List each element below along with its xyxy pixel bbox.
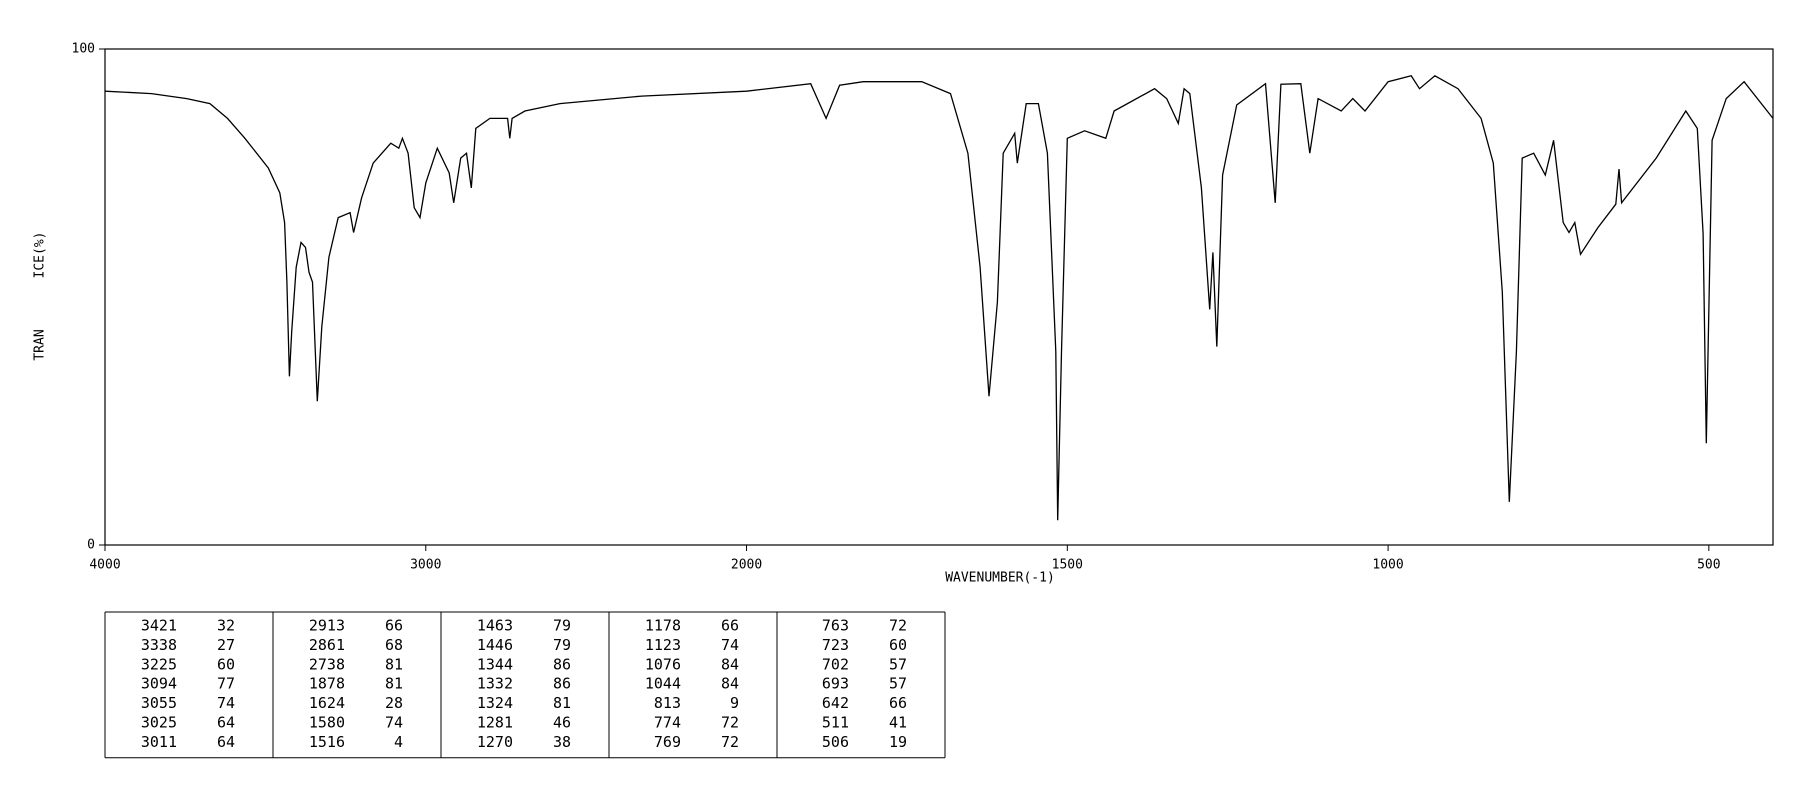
peak-wavenumber: 702 bbox=[822, 655, 849, 673]
x-tick-label: 4000 bbox=[89, 558, 120, 573]
peak-transmittance: 4 bbox=[394, 733, 403, 751]
x-tick-label: 1500 bbox=[1052, 558, 1083, 573]
peak-wavenumber: 1446 bbox=[477, 636, 513, 654]
peak-wavenumber: 1076 bbox=[645, 655, 681, 673]
peak-wavenumber: 3011 bbox=[141, 733, 177, 751]
x-tick-label: 3000 bbox=[410, 558, 441, 573]
peak-transmittance: 72 bbox=[721, 733, 739, 751]
peak-transmittance: 66 bbox=[385, 617, 403, 635]
peak-transmittance: 74 bbox=[385, 714, 403, 732]
peak-wavenumber: 693 bbox=[822, 675, 849, 693]
peak-transmittance: 41 bbox=[889, 714, 907, 732]
peak-transmittance: 32 bbox=[217, 617, 235, 635]
peak-wavenumber: 774 bbox=[654, 714, 681, 732]
peak-transmittance: 86 bbox=[553, 675, 571, 693]
peak-wavenumber: 642 bbox=[822, 694, 849, 712]
peak-wavenumber: 1332 bbox=[477, 675, 513, 693]
peak-wavenumber: 1270 bbox=[477, 733, 513, 751]
peak-wavenumber: 2738 bbox=[309, 655, 345, 673]
y-tick-label: 0 bbox=[87, 538, 95, 553]
peak-transmittance: 38 bbox=[553, 733, 571, 751]
x-axis-label: WAVENUMBER(-1) bbox=[945, 571, 1055, 586]
peak-transmittance: 57 bbox=[889, 655, 907, 673]
y-axis-label: TRAN bbox=[33, 329, 48, 360]
peak-transmittance: 60 bbox=[889, 636, 907, 654]
peak-wavenumber: 3338 bbox=[141, 636, 177, 654]
peak-wavenumber: 3055 bbox=[141, 694, 177, 712]
peak-transmittance: 46 bbox=[553, 714, 571, 732]
plot-frame bbox=[104, 48, 1774, 546]
peak-transmittance: 86 bbox=[553, 655, 571, 673]
peak-wavenumber: 1463 bbox=[477, 617, 513, 635]
peak-transmittance: 72 bbox=[721, 714, 739, 732]
peak-wavenumber: 1044 bbox=[645, 675, 681, 693]
peak-wavenumber: 1281 bbox=[477, 714, 513, 732]
peak-transmittance: 74 bbox=[217, 694, 235, 712]
peak-transmittance: 77 bbox=[217, 675, 235, 693]
peak-wavenumber: 763 bbox=[822, 617, 849, 635]
peak-transmittance: 19 bbox=[889, 733, 907, 751]
peak-transmittance: 9 bbox=[730, 694, 739, 712]
peak-wavenumber: 2913 bbox=[309, 617, 345, 635]
y-axis-label: ICE(%) bbox=[33, 232, 48, 279]
peak-transmittance: 66 bbox=[721, 617, 739, 635]
x-tick-label: 1000 bbox=[1372, 558, 1403, 573]
peak-wavenumber: 769 bbox=[654, 733, 681, 751]
peak-transmittance: 28 bbox=[385, 694, 403, 712]
peak-transmittance: 74 bbox=[721, 636, 739, 654]
peak-wavenumber: 1878 bbox=[309, 675, 345, 693]
peak-transmittance: 81 bbox=[385, 655, 403, 673]
peak-transmittance: 64 bbox=[217, 714, 235, 732]
peak-transmittance: 84 bbox=[721, 675, 739, 693]
peak-transmittance: 27 bbox=[217, 636, 235, 654]
peak-wavenumber: 723 bbox=[822, 636, 849, 654]
peak-wavenumber: 511 bbox=[822, 714, 849, 732]
peak-transmittance: 60 bbox=[217, 655, 235, 673]
peak-wavenumber: 3094 bbox=[141, 675, 177, 693]
peak-wavenumber: 3421 bbox=[141, 617, 177, 635]
peak-transmittance: 84 bbox=[721, 655, 739, 673]
peak-wavenumber: 3225 bbox=[141, 655, 177, 673]
peak-wavenumber: 506 bbox=[822, 733, 849, 751]
peak-transmittance: 57 bbox=[889, 675, 907, 693]
peak-transmittance: 81 bbox=[385, 675, 403, 693]
peak-transmittance: 79 bbox=[553, 617, 571, 635]
x-tick-label: 500 bbox=[1697, 558, 1720, 573]
x-tick-label: 2000 bbox=[731, 558, 762, 573]
peak-transmittance: 79 bbox=[553, 636, 571, 654]
peak-wavenumber: 2861 bbox=[309, 636, 345, 654]
peak-wavenumber: 3025 bbox=[141, 714, 177, 732]
peak-wavenumber: 1516 bbox=[309, 733, 345, 751]
peak-transmittance: 64 bbox=[217, 733, 235, 751]
peak-transmittance: 66 bbox=[889, 694, 907, 712]
y-tick-label: 100 bbox=[72, 42, 95, 57]
peak-transmittance: 72 bbox=[889, 617, 907, 635]
peak-wavenumber: 1123 bbox=[645, 636, 681, 654]
peak-wavenumber: 813 bbox=[654, 694, 681, 712]
peak-wavenumber: 1344 bbox=[477, 655, 513, 673]
peak-transmittance: 68 bbox=[385, 636, 403, 654]
peak-wavenumber: 1580 bbox=[309, 714, 345, 732]
peak-wavenumber: 1624 bbox=[309, 694, 345, 712]
peak-table: 3421 32 3338 27 3225 60 3094 77 3055 74 3025 64 3011… bbox=[104, 611, 946, 759]
peak-wavenumber: 1178 bbox=[645, 617, 681, 635]
spectrum-line bbox=[104, 75, 1774, 521]
peak-transmittance: 81 bbox=[553, 694, 571, 712]
peak-wavenumber: 1324 bbox=[477, 694, 513, 712]
